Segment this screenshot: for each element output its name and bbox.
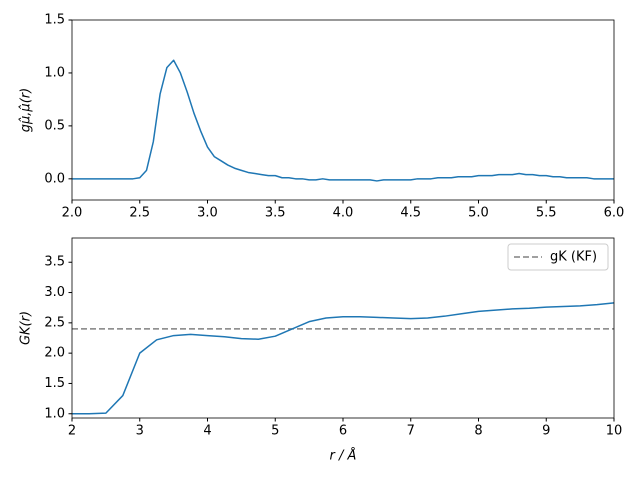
y-tick-label: 3.5 <box>44 255 65 270</box>
x-tick-label: 8 <box>474 424 482 439</box>
data-line <box>72 302 615 415</box>
x-tick-label: 4.5 <box>400 206 421 221</box>
y-tick-label: 3.0 <box>44 285 65 300</box>
x-tick-label: 3 <box>136 424 144 439</box>
x-tick-label: 5.0 <box>468 206 489 221</box>
x-axis-label: r / Å <box>330 448 357 464</box>
y-tick-label: 2.0 <box>44 346 65 361</box>
x-tick-label: 2.5 <box>129 206 150 221</box>
legend-box <box>507 243 609 271</box>
x-tick-label: 4.0 <box>333 206 354 221</box>
y-tick-label: 1.0 <box>44 406 65 421</box>
axes-frame <box>71 237 615 419</box>
y-tick-label: 0.5 <box>44 118 65 133</box>
x-tick-label: 3.0 <box>197 206 218 221</box>
x-tick-label: 2 <box>68 424 76 439</box>
y-tick-label: 1.5 <box>44 376 65 391</box>
x-tick-label: 5.5 <box>536 206 557 221</box>
y-tick-label: 1.0 <box>44 65 65 80</box>
x-tick-label: 9 <box>542 424 550 439</box>
x-tick-label: 2.0 <box>62 206 83 221</box>
y-tick-label: 0.0 <box>44 171 65 186</box>
x-tick-label: 4 <box>203 424 211 439</box>
x-tick-label: 6.0 <box>604 206 625 221</box>
x-tick-label: 5 <box>271 424 279 439</box>
data-line <box>72 59 614 182</box>
x-tick-label: 3.5 <box>265 206 286 221</box>
y-axis-label: gμ̂,μ̂(r) <box>19 88 34 132</box>
x-tick-label: 10 <box>606 424 623 439</box>
y-tick-label: 1.5 <box>44 13 65 28</box>
x-tick-label: 6 <box>339 424 347 439</box>
y-axis-label: GK(r) <box>19 311 34 345</box>
axes-frame <box>71 19 615 201</box>
y-tick-label: 2.5 <box>44 315 65 330</box>
legend-label: gK (KF) <box>550 250 597 265</box>
x-tick-label: 7 <box>407 424 415 439</box>
